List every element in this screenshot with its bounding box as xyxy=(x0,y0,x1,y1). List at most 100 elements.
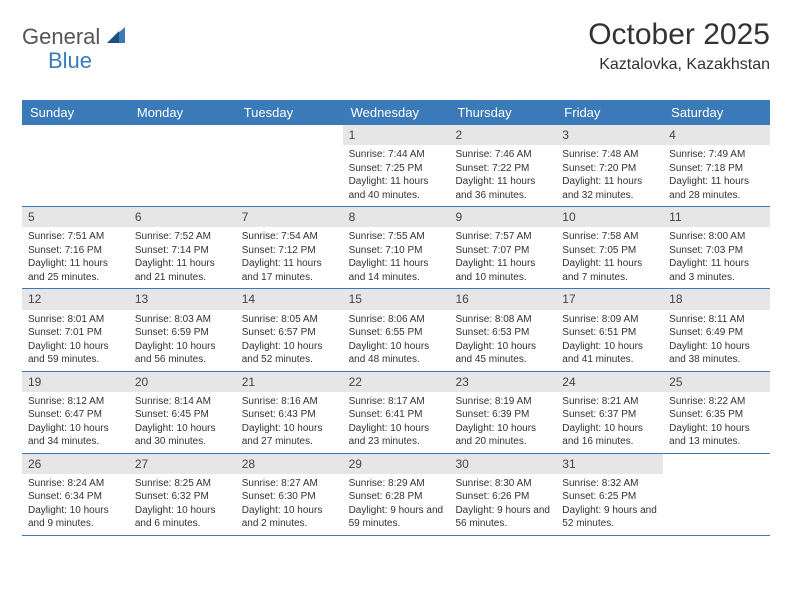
day-cell xyxy=(663,454,770,535)
daylight-text: Daylight: 10 hours and 45 minutes. xyxy=(455,340,550,367)
day-cell xyxy=(129,125,236,206)
day-number: 1 xyxy=(343,125,450,145)
sunrise-text: Sunrise: 8:29 AM xyxy=(349,477,444,491)
sunrise-text: Sunrise: 8:09 AM xyxy=(562,313,657,327)
day-body: Sunrise: 8:29 AMSunset: 6:28 PMDaylight:… xyxy=(343,477,450,531)
daylight-text: Daylight: 9 hours and 59 minutes. xyxy=(349,504,444,531)
day-number: 29 xyxy=(343,454,450,474)
sunset-text: Sunset: 7:10 PM xyxy=(349,244,444,258)
sunset-text: Sunset: 6:53 PM xyxy=(455,326,550,340)
sunset-text: Sunset: 7:25 PM xyxy=(349,162,444,176)
sunrise-text: Sunrise: 8:24 AM xyxy=(28,477,123,491)
sunset-text: Sunset: 6:39 PM xyxy=(455,408,550,422)
day-cell: 11Sunrise: 8:00 AMSunset: 7:03 PMDayligh… xyxy=(663,207,770,288)
day-number: 8 xyxy=(343,207,450,227)
day-cell: 12 Sunrise: 8:01 AMSunset: 7:01 PMDayligh… xyxy=(22,289,129,370)
daylight-text: Daylight: 10 hours and 2 minutes. xyxy=(242,504,337,531)
sunrise-text: Sunrise: 8:08 AM xyxy=(455,313,550,327)
day-cell: 6Sunrise: 7:52 AMSunset: 7:14 PMDaylight… xyxy=(129,207,236,288)
day-number: 21 xyxy=(236,372,343,392)
day-header-cell: Saturday xyxy=(663,100,770,125)
sunrise-text: Sunrise: 8:17 AM xyxy=(349,395,444,409)
day-body: Sunrise: 8:17 AMSunset: 6:41 PMDaylight:… xyxy=(343,395,450,449)
day-number: 2 xyxy=(449,125,556,145)
day-cell xyxy=(22,125,129,206)
day-number: 23 xyxy=(449,372,556,392)
day-body: Sunrise: 8:22 AMSunset: 6:35 PMDaylight:… xyxy=(663,395,770,449)
sunrise-text: Sunrise: 8:16 AM xyxy=(242,395,337,409)
day-body: Sunrise: 8:21 AMSunset: 6:37 PMDaylight:… xyxy=(556,395,663,449)
day-cell: 15Sunrise: 8:06 AMSunset: 6:55 PMDayligh… xyxy=(343,289,450,370)
sunset-text: Sunset: 7:14 PM xyxy=(135,244,230,258)
sunrise-text: Sunrise: 7:46 AM xyxy=(455,148,550,162)
day-cell: 23Sunrise: 8:19 AMSunset: 6:39 PMDayligh… xyxy=(449,372,556,453)
day-body: Sunrise: 8:08 AMSunset: 6:53 PMDaylight:… xyxy=(449,313,556,367)
calendar: SundayMondayTuesdayWednesdayThursdayFrid… xyxy=(22,100,770,536)
sunrise-text: Sunrise: 8:06 AM xyxy=(349,313,444,327)
logo-sail-icon xyxy=(105,25,127,50)
day-cell: 13Sunrise: 8:03 AMSunset: 6:59 PMDayligh… xyxy=(129,289,236,370)
day-number: 3 xyxy=(556,125,663,145)
day-number: 5 xyxy=(22,207,129,227)
day-cell: 22 Sunrise: 8:17 AMSunset: 6:41 PMDayligh… xyxy=(343,372,450,453)
day-number: 19 xyxy=(22,372,129,392)
day-body: Sunrise: 8:27 AMSunset: 6:30 PMDaylight:… xyxy=(236,477,343,531)
daylight-text: Daylight: 9 hours and 52 minutes. xyxy=(562,504,657,531)
sunset-text: Sunset: 6:37 PM xyxy=(562,408,657,422)
sunset-text: Sunset: 6:47 PM xyxy=(28,408,123,422)
daylight-text: Daylight: 10 hours and 59 minutes. xyxy=(28,340,123,367)
day-body: Sunrise: 7:58 AMSunset: 7:05 PMDaylight:… xyxy=(556,230,663,284)
daylight-text: Daylight: 10 hours and 23 minutes. xyxy=(349,422,444,449)
week-row: 5Sunrise: 7:51 AMSunset: 7:16 PMDaylight… xyxy=(22,207,770,289)
day-body: Sunrise: 7:52 AMSunset: 7:14 PMDaylight:… xyxy=(129,230,236,284)
day-body: Sunrise: 8:00 AMSunset: 7:03 PMDaylight:… xyxy=(663,230,770,284)
day-cell: 14Sunrise: 8:05 AMSunset: 6:57 PMDayligh… xyxy=(236,289,343,370)
sunrise-text: Sunrise: 7:54 AM xyxy=(242,230,337,244)
day-cell: 3Sunrise: 7:48 AMSunset: 7:20 PMDaylight… xyxy=(556,125,663,206)
day-cell: 16 Sunrise: 8:08 AMSunset: 6:53 PMDayligh… xyxy=(449,289,556,370)
day-number: 16 xyxy=(449,289,556,309)
day-body: Sunrise: 8:01 AMSunset: 7:01 PMDaylight:… xyxy=(22,313,129,367)
sunset-text: Sunset: 6:49 PM xyxy=(669,326,764,340)
daylight-text: Daylight: 11 hours and 10 minutes. xyxy=(455,257,550,284)
day-cell: 31Sunrise: 8:32 AMSunset: 6:25 PMDayligh… xyxy=(556,454,663,535)
day-cell: 26Sunrise: 8:24 AMSunset: 6:34 PMDayligh… xyxy=(22,454,129,535)
sunset-text: Sunset: 6:28 PM xyxy=(349,490,444,504)
day-header-row: SundayMondayTuesdayWednesdayThursdayFrid… xyxy=(22,100,770,125)
daylight-text: Daylight: 11 hours and 25 minutes. xyxy=(28,257,123,284)
sunset-text: Sunset: 7:18 PM xyxy=(669,162,764,176)
day-cell: 10 Sunrise: 7:58 AMSunset: 7:05 PMDayligh… xyxy=(556,207,663,288)
sunset-text: Sunset: 7:07 PM xyxy=(455,244,550,258)
day-number: 20 xyxy=(129,372,236,392)
sunrise-text: Sunrise: 7:58 AM xyxy=(562,230,657,244)
day-body: Sunrise: 8:12 AMSunset: 6:47 PMDaylight:… xyxy=(22,395,129,449)
sunset-text: Sunset: 7:20 PM xyxy=(562,162,657,176)
weeks-container: 1Sunrise: 7:44 AMSunset: 7:25 PMDaylight… xyxy=(22,125,770,536)
sunrise-text: Sunrise: 7:49 AM xyxy=(669,148,764,162)
day-number: 9 xyxy=(449,207,556,227)
day-number: 13 xyxy=(129,289,236,309)
day-body: Sunrise: 8:11 AMSunset: 6:49 PMDaylight:… xyxy=(663,313,770,367)
day-number: 26 xyxy=(22,454,129,474)
day-header-cell: Sunday xyxy=(22,100,129,125)
day-cell: 29 Sunrise: 8:29 AMSunset: 6:28 PMDayligh… xyxy=(343,454,450,535)
day-body: Sunrise: 8:25 AMSunset: 6:32 PMDaylight:… xyxy=(129,477,236,531)
daylight-text: Daylight: 10 hours and 34 minutes. xyxy=(28,422,123,449)
daylight-text: Daylight: 10 hours and 16 minutes. xyxy=(562,422,657,449)
daylight-text: Daylight: 11 hours and 14 minutes. xyxy=(349,257,444,284)
week-row: 26Sunrise: 8:24 AMSunset: 6:34 PMDayligh… xyxy=(22,454,770,536)
day-number xyxy=(22,125,129,129)
day-number: 10 xyxy=(556,207,663,227)
day-number: 12 xyxy=(22,289,129,309)
day-number xyxy=(663,454,770,458)
sunset-text: Sunset: 6:41 PM xyxy=(349,408,444,422)
daylight-text: Daylight: 11 hours and 21 minutes. xyxy=(135,257,230,284)
day-body: Sunrise: 7:55 AMSunset: 7:10 PMDaylight:… xyxy=(343,230,450,284)
sunset-text: Sunset: 7:01 PM xyxy=(28,326,123,340)
sunrise-text: Sunrise: 7:51 AM xyxy=(28,230,123,244)
day-body: Sunrise: 8:32 AMSunset: 6:25 PMDaylight:… xyxy=(556,477,663,531)
day-number: 18 xyxy=(663,289,770,309)
sunrise-text: Sunrise: 7:52 AM xyxy=(135,230,230,244)
sunrise-text: Sunrise: 8:12 AM xyxy=(28,395,123,409)
day-number: 22 xyxy=(343,372,450,392)
